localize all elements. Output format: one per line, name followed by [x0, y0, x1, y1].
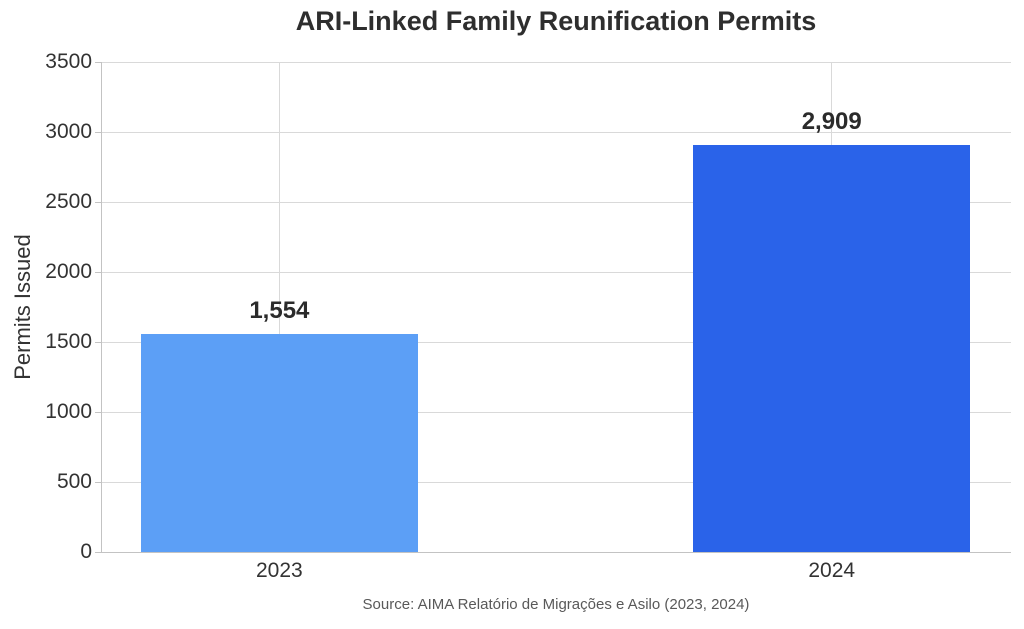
y-tick-mark [95, 342, 101, 343]
y-tick-label: 2500 [45, 190, 92, 213]
y-tick-label: 3500 [45, 50, 92, 73]
plot-area: 1,554 2,909 [101, 62, 1011, 552]
gridline-horizontal [101, 482, 1011, 483]
y-tick-label: 1500 [45, 330, 92, 353]
bar-2023 [141, 334, 418, 552]
y-axis-line [101, 62, 102, 553]
gridline-horizontal [101, 132, 1011, 133]
y-tick-mark [95, 412, 101, 413]
x-tick-label: 2023 [256, 559, 303, 582]
y-tick-mark [95, 552, 101, 553]
y-tick-label: 1000 [45, 400, 92, 423]
x-tick-label: 2024 [808, 559, 856, 582]
bar-value-label: 1,554 [249, 297, 310, 325]
y-tick-mark [95, 272, 101, 273]
bar-2024 [693, 144, 971, 552]
y-tick-mark [95, 482, 101, 483]
y-tick-label: 0 [80, 540, 92, 563]
gridline-horizontal [101, 202, 1011, 203]
gridline-horizontal [101, 342, 1011, 343]
y-tick-mark [95, 202, 101, 203]
gridline-horizontal [101, 62, 1011, 63]
source-caption: Source: AIMA Relatório de Migrações e As… [362, 596, 750, 613]
gridline-horizontal [101, 412, 1011, 413]
y-tick-mark [95, 132, 101, 133]
bar-value-label: 2,909 [801, 107, 862, 135]
y-tick-label: 2000 [45, 260, 92, 283]
chart-title: ARI-Linked Family Reunification Permits [295, 6, 817, 36]
gridline-horizontal [101, 272, 1011, 273]
y-tick-label: 3000 [45, 120, 92, 143]
y-tick-mark [95, 62, 101, 63]
gridline-vertical [278, 62, 280, 552]
y-tick-label: 500 [56, 470, 92, 493]
x-axis-line [101, 552, 1011, 553]
